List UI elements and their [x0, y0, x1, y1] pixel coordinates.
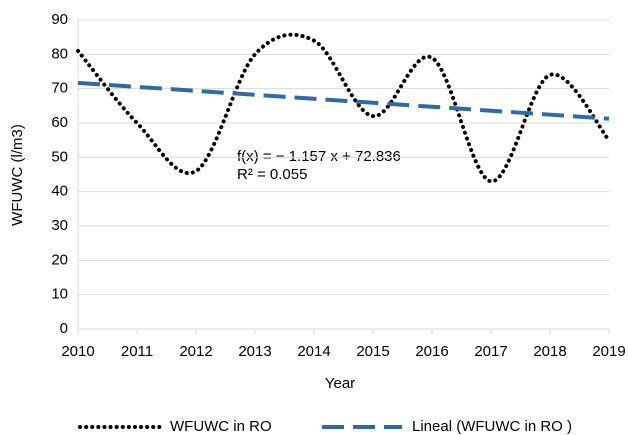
x-tick-label: 2015 [356, 343, 389, 360]
y-tick-label: 50 [51, 148, 68, 165]
y-tick-label: 30 [51, 217, 68, 234]
x-tick-label: 2011 [121, 343, 153, 360]
series-line [77, 80, 610, 121]
y-tick-label: 40 [51, 183, 68, 200]
x-tick-label: 2014 [297, 343, 330, 360]
y-tick-label: 60 [51, 114, 68, 131]
x-tick-label: 2010 [61, 343, 94, 360]
x-tick-label: 2013 [238, 343, 271, 360]
y-axis-label: WFUWC (l/m3) [9, 124, 26, 226]
legend-label: WFUWC in RO [170, 418, 272, 435]
y-tick-label: 90 [51, 11, 68, 28]
y-tick-label: 80 [51, 45, 68, 62]
y-tick-label: 20 [51, 251, 68, 268]
annotation: f(x) = − 1.157 x + 72.836 [237, 148, 401, 165]
x-tick-label: 2017 [474, 343, 507, 360]
y-tick-label: 10 [51, 286, 68, 303]
series-line [76, 32, 611, 184]
x-tick-label: 2018 [533, 343, 566, 360]
x-tick-label: 2012 [179, 343, 212, 360]
annotation: R² = 0.055 [237, 166, 307, 183]
legend-label: Lineal (WFUWC in RO ) [412, 418, 572, 435]
x-axis-label: Year [325, 375, 355, 392]
x-tick-label: 2016 [415, 343, 448, 360]
x-tick-label: 2019 [592, 343, 625, 360]
y-tick-label: 70 [51, 80, 68, 97]
y-tick-label: 0 [60, 320, 68, 337]
